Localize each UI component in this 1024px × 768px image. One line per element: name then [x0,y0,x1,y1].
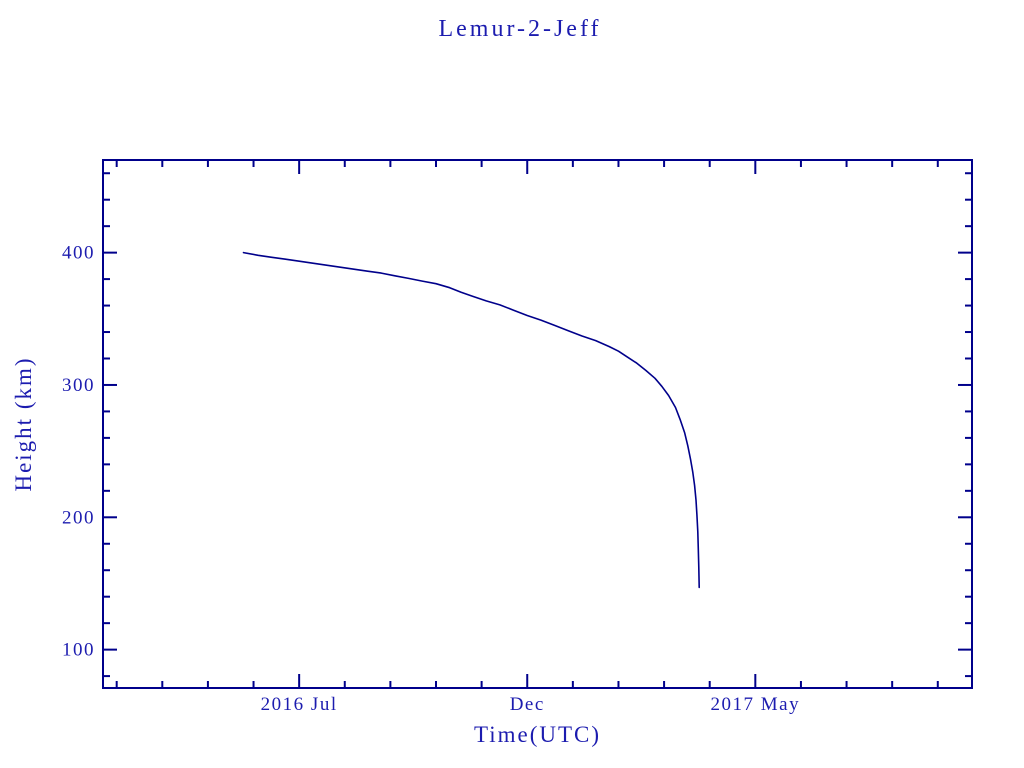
x-tick-label: 2016 Jul [261,694,338,715]
y-tick-label: 200 [62,507,95,528]
x-tick-label: 2017 May [711,694,801,715]
x-axis-label: Time(UTC) [473,722,602,747]
x-tick-label: Dec [510,694,545,715]
y-tick-label: 400 [62,243,95,264]
axes: 2016 Jul Dec 2017 May 100 200 300 400 [62,159,973,715]
chart-title: Lemur-2-Jeff [438,16,602,42]
height-curve [242,251,701,589]
plot-border [102,159,973,689]
y-tick-label: 300 [62,375,95,396]
data-curve [242,251,701,589]
y-tick-label: 100 [62,640,95,661]
